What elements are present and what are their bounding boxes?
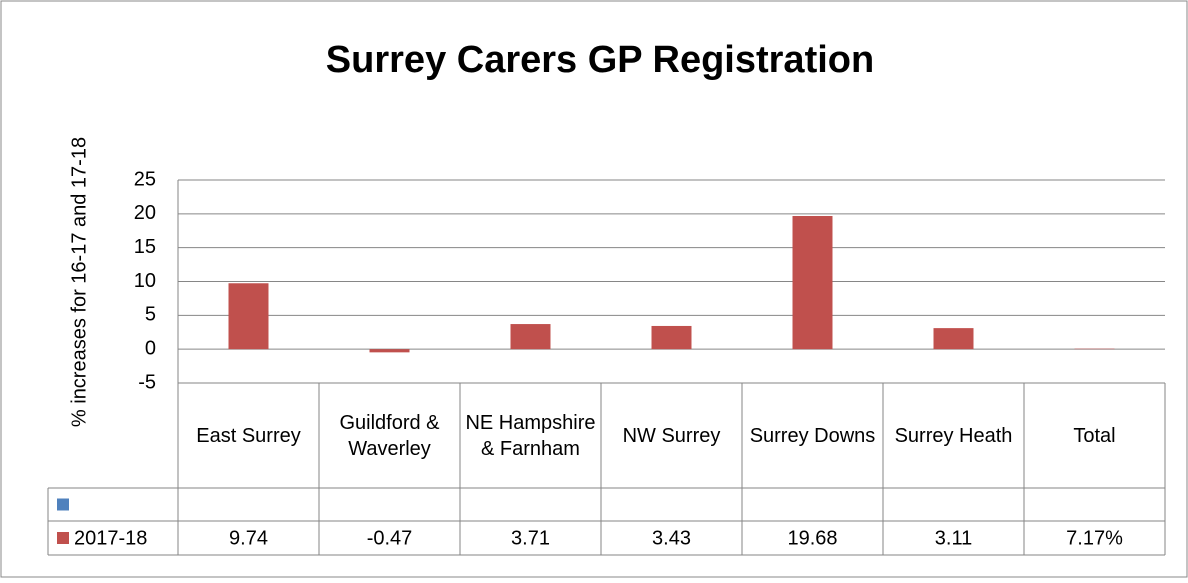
chart-title: Surrey Carers GP Registration xyxy=(326,39,874,81)
category-label: NW Surrey xyxy=(603,385,740,486)
y-tick-label: -5 xyxy=(138,371,156,393)
y-tick-label: 5 xyxy=(145,304,156,326)
category-label-box: Surrey Heath xyxy=(885,385,1022,486)
bar xyxy=(370,349,410,352)
legend-key xyxy=(57,532,69,544)
category-label-box: East Surrey xyxy=(180,385,317,486)
table-value: 7.17% xyxy=(1066,527,1123,549)
table-value: 3.71 xyxy=(511,527,550,549)
table-value: 9.74 xyxy=(229,527,268,549)
table-value: 3.43 xyxy=(652,527,691,549)
y-tick-label: 0 xyxy=(145,337,156,359)
category-label: East Surrey xyxy=(180,385,317,486)
bar xyxy=(793,216,833,349)
category-label-box: Total xyxy=(1026,385,1163,486)
category-label: Surrey Heath xyxy=(885,385,1022,486)
table-value: 19.68 xyxy=(787,527,837,549)
category-label: Total xyxy=(1026,385,1163,486)
bar xyxy=(652,326,692,349)
y-axis-label: % increases for 16-17 and 17-18 xyxy=(68,137,90,427)
category-label-box: NW Surrey xyxy=(603,385,740,486)
category-label: NE Hampshire & Farnham xyxy=(462,385,599,486)
bar xyxy=(934,328,974,349)
bar xyxy=(229,283,269,349)
category-label: Guildford & Waverley xyxy=(321,385,458,486)
legend-label: 2017-18 xyxy=(74,527,147,549)
category-label: Surrey Downs xyxy=(744,385,881,486)
y-tick-label: 15 xyxy=(134,236,156,258)
table-value: 3.11 xyxy=(935,527,972,549)
bar xyxy=(511,324,551,349)
y-tick-label: 25 xyxy=(134,168,156,190)
y-tick-label: 10 xyxy=(134,270,156,292)
category-label-box: Guildford & Waverley xyxy=(321,385,458,486)
category-label-box: Surrey Downs xyxy=(744,385,881,486)
legend-key xyxy=(57,499,69,511)
y-tick-label: 20 xyxy=(134,202,156,224)
category-label-box: NE Hampshire & Farnham xyxy=(462,385,599,486)
table-value: -0.47 xyxy=(367,527,413,549)
